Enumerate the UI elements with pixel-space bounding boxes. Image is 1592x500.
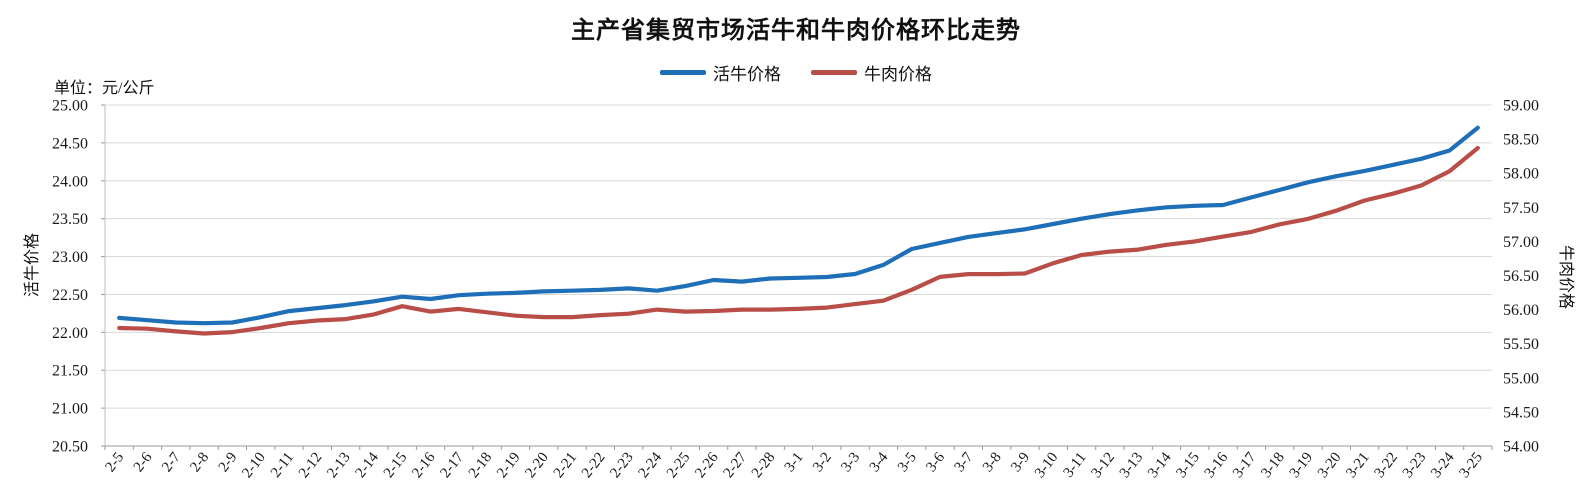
x-axis-category-label: 3-13 xyxy=(1117,450,1147,482)
x-axis-category-label: 2-7 xyxy=(159,449,184,475)
x-axis-category-label: 3-18 xyxy=(1258,450,1288,482)
x-axis-category-label: 2-16 xyxy=(409,449,439,481)
x-axis-category-label: 2-18 xyxy=(466,450,496,482)
x-axis-category-label: 3-17 xyxy=(1230,449,1260,481)
x-axis-category-label: 3-24 xyxy=(1428,449,1458,481)
x-axis-category-label: 2-12 xyxy=(296,450,326,482)
legend-label-beef: 牛肉价格 xyxy=(864,65,932,84)
left-axis-tick-label: 21.00 xyxy=(52,401,88,418)
beef-line-swatch-icon xyxy=(811,70,857,75)
x-axis-category-label: 2-11 xyxy=(268,450,297,481)
x-axis-category-label: 3-25 xyxy=(1456,450,1486,482)
x-axis-category-label: 2-26 xyxy=(692,449,722,481)
x-axis-category-label: 3-8 xyxy=(980,450,1005,476)
x-axis-category-label: 3-19 xyxy=(1287,450,1317,482)
left-axis-tick-label: 20.50 xyxy=(52,439,88,456)
x-axis-category-label: 2-27 xyxy=(721,449,751,481)
right-axis-tick-label: 57.00 xyxy=(1503,234,1539,251)
x-axis-category-label: 3-15 xyxy=(1173,450,1203,482)
unit-label: 单位：元/公斤 xyxy=(54,80,155,97)
right-axis-tick-label: 55.50 xyxy=(1503,336,1539,353)
left-axis-tick-label: 25.00 xyxy=(52,98,88,115)
x-axis-category-label: 3-11 xyxy=(1061,450,1090,481)
left-axis-tick-label: 23.50 xyxy=(52,211,88,228)
x-axis-category-label: 2-25 xyxy=(664,450,694,482)
x-axis-category-label: 3-23 xyxy=(1400,450,1430,482)
left-axis-tick-label: 22.00 xyxy=(52,325,88,342)
x-axis-category-label: 3-4 xyxy=(867,449,892,475)
live-cattle-line-swatch-icon xyxy=(660,70,706,75)
right-axis-tick-label: 58.00 xyxy=(1503,166,1539,183)
x-axis-category-label: 2-20 xyxy=(522,450,552,482)
x-axis-category-label: 2-13 xyxy=(324,450,354,482)
x-axis-category-label: 2-15 xyxy=(381,450,411,482)
left-axis-tick-label: 24.00 xyxy=(52,173,88,190)
x-axis-category-label: 3-3 xyxy=(838,450,863,476)
x-axis-category-label: 2-22 xyxy=(579,450,609,482)
x-axis-category-label: 3-20 xyxy=(1315,450,1345,482)
x-axis-category-label: 2-9 xyxy=(216,450,241,476)
right-axis-tick-label: 59.00 xyxy=(1503,98,1539,115)
x-axis-category-label: 2-8 xyxy=(187,450,212,476)
x-axis-category-label: 3-22 xyxy=(1372,450,1402,482)
x-axis-category-label: 2-19 xyxy=(494,450,524,482)
chart-title: 主产省集贸市场活牛和牛肉价格环比走势 xyxy=(571,18,1021,44)
right-axis-tick-label: 54.00 xyxy=(1503,439,1539,456)
live-cattle-price-line xyxy=(117,125,1480,326)
x-axis-category-label: 3-6 xyxy=(923,449,948,475)
right-axis-tick-label: 55.00 xyxy=(1503,370,1539,387)
x-axis-category-label: 2-5 xyxy=(102,450,127,476)
x-axis-category-label: 3-21 xyxy=(1343,450,1373,482)
right-axis-tick-label: 56.00 xyxy=(1503,302,1539,319)
x-axis-category-label: 3-14 xyxy=(1145,449,1175,481)
x-axis-category-label: 2-6 xyxy=(131,449,156,475)
right-axis-tick-label: 54.50 xyxy=(1503,404,1539,421)
left-axis-tick-label: 24.50 xyxy=(52,135,88,152)
x-axis-category-label: 3-12 xyxy=(1088,450,1118,482)
x-axis-category-label: 3-9 xyxy=(1008,450,1033,476)
legend-item-live-cattle: 活牛价格 xyxy=(660,60,781,85)
x-axis-category-label: 2-24 xyxy=(636,449,666,481)
beef-price-line xyxy=(117,145,1480,336)
x-axis-category-label: 3-10 xyxy=(1032,450,1062,482)
left-axis-tick-label: 23.00 xyxy=(52,249,88,266)
x-axis-category-label: 2-10 xyxy=(239,450,269,482)
x-axis-category-label: 3-1 xyxy=(782,450,807,476)
legend-item-beef: 牛肉价格 xyxy=(811,60,932,85)
x-axis-category-label: 3-7 xyxy=(952,449,977,475)
chart-legend: 活牛价格 牛肉价格 xyxy=(0,60,1592,85)
x-axis-category-label: 2-28 xyxy=(749,450,779,482)
x-axis-category-label: 3-16 xyxy=(1202,449,1232,481)
x-axis-category-label: 2-17 xyxy=(437,449,467,481)
x-axis-category-label: 3-5 xyxy=(895,450,920,476)
right-axis-tick-label: 56.50 xyxy=(1503,268,1539,285)
right-axis-tick-label: 58.50 xyxy=(1503,132,1539,149)
left-axis-tick-label: 21.50 xyxy=(52,363,88,380)
legend-label-live-cattle: 活牛价格 xyxy=(713,65,781,84)
x-axis-category-label: 2-14 xyxy=(353,449,383,481)
left-axis-tick-label: 22.50 xyxy=(52,287,88,304)
x-axis-category-label: 3-2 xyxy=(810,450,835,476)
x-axis-category-label: 2-21 xyxy=(551,450,581,482)
right-axis-tick-label: 57.50 xyxy=(1503,200,1539,217)
x-axis-category-label: 2-23 xyxy=(607,450,637,482)
